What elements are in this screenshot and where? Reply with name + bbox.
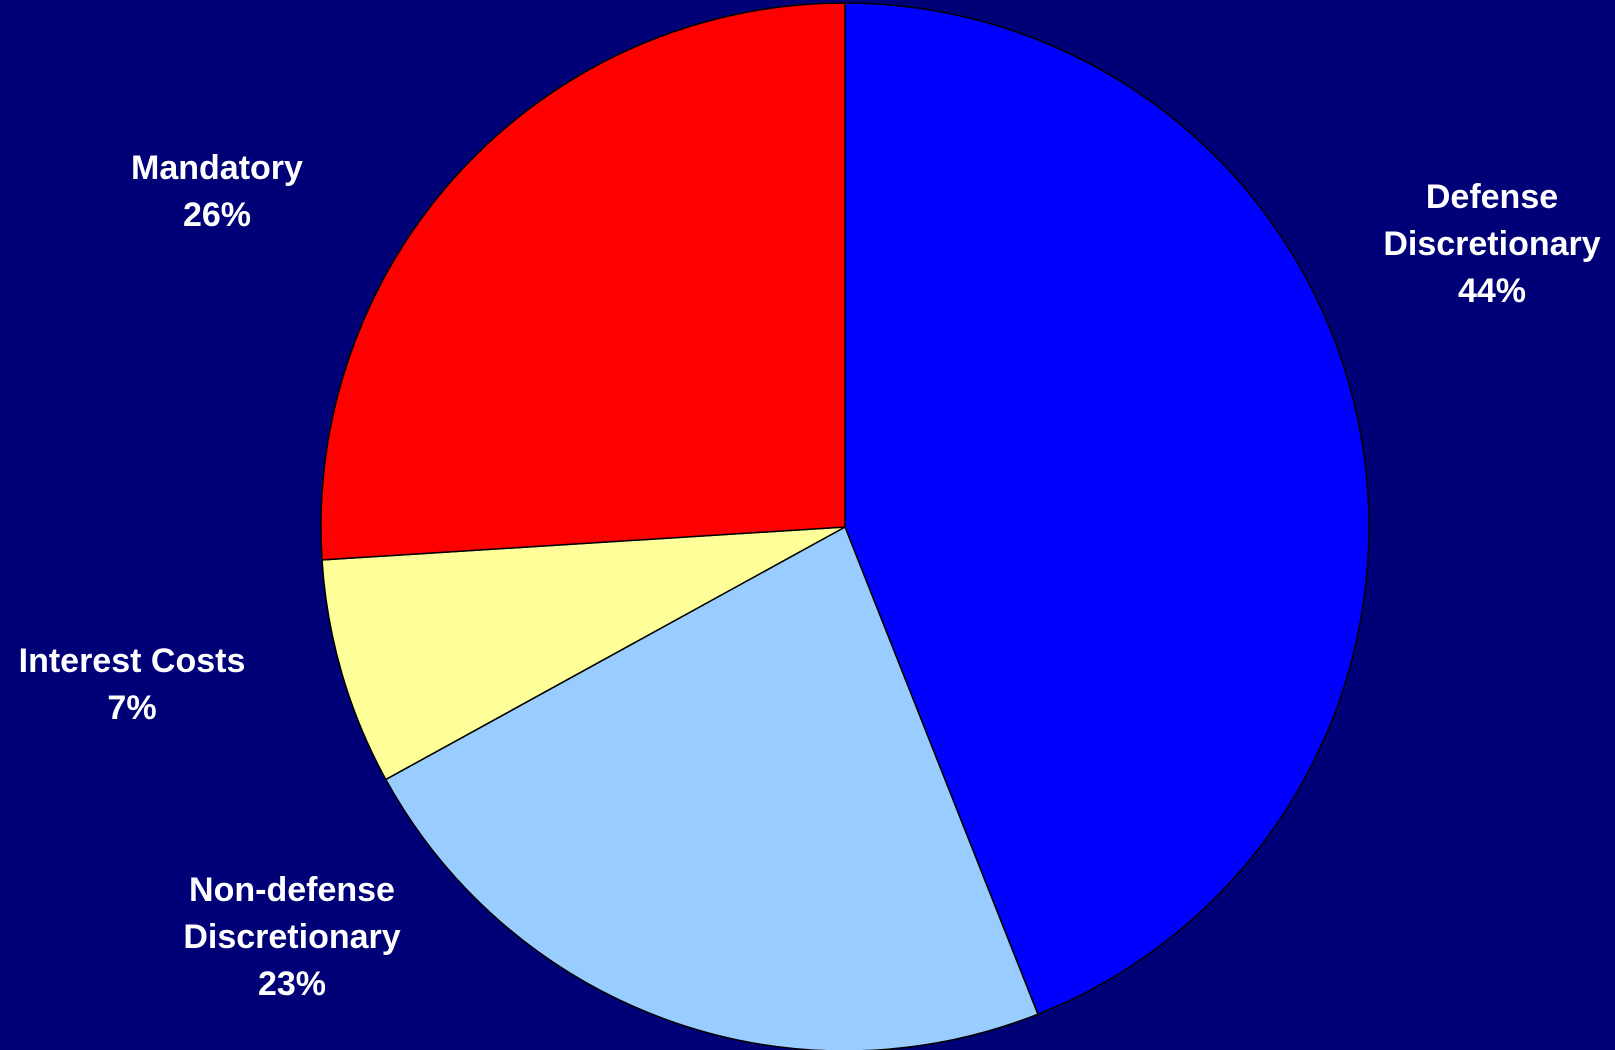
pie-slice-defense-discretionary <box>844 2 1370 1016</box>
slice-label-defense-percent: 44% <box>1457 272 1527 310</box>
slice-label-mandatory: Mandatory 26% <box>131 145 303 239</box>
slice-label-non-defense-line1: Non-defense <box>189 871 395 909</box>
pie-slice-non-defense-discretionary <box>384 525 1039 1050</box>
slice-label-defense-discretionary: Defense Discretionary 44% <box>1383 174 1600 315</box>
slice-label-interest-line1: Interest Costs <box>18 642 246 680</box>
slice-label-defense-line2: Discretionary <box>1383 225 1601 263</box>
slice-label-defense-line1: Defense <box>1425 178 1559 216</box>
pie-slice-mandatory <box>320 2 846 561</box>
pie-slices <box>320 2 1370 1050</box>
pie-slice-interest-costs <box>321 526 846 781</box>
slice-label-mandatory-line1: Mandatory <box>131 149 303 187</box>
slice-label-non-defense-percent: 23% <box>257 965 327 1003</box>
slice-label-interest-percent: 7% <box>107 689 157 727</box>
slice-label-mandatory-percent: 26% <box>182 196 252 234</box>
slice-label-non-defense-line2: Discretionary <box>183 918 401 956</box>
slice-label-interest-costs: Interest Costs 7% <box>19 638 246 732</box>
slice-label-non-defense-discretionary: Non-defense Discretionary 23% <box>183 867 400 1008</box>
